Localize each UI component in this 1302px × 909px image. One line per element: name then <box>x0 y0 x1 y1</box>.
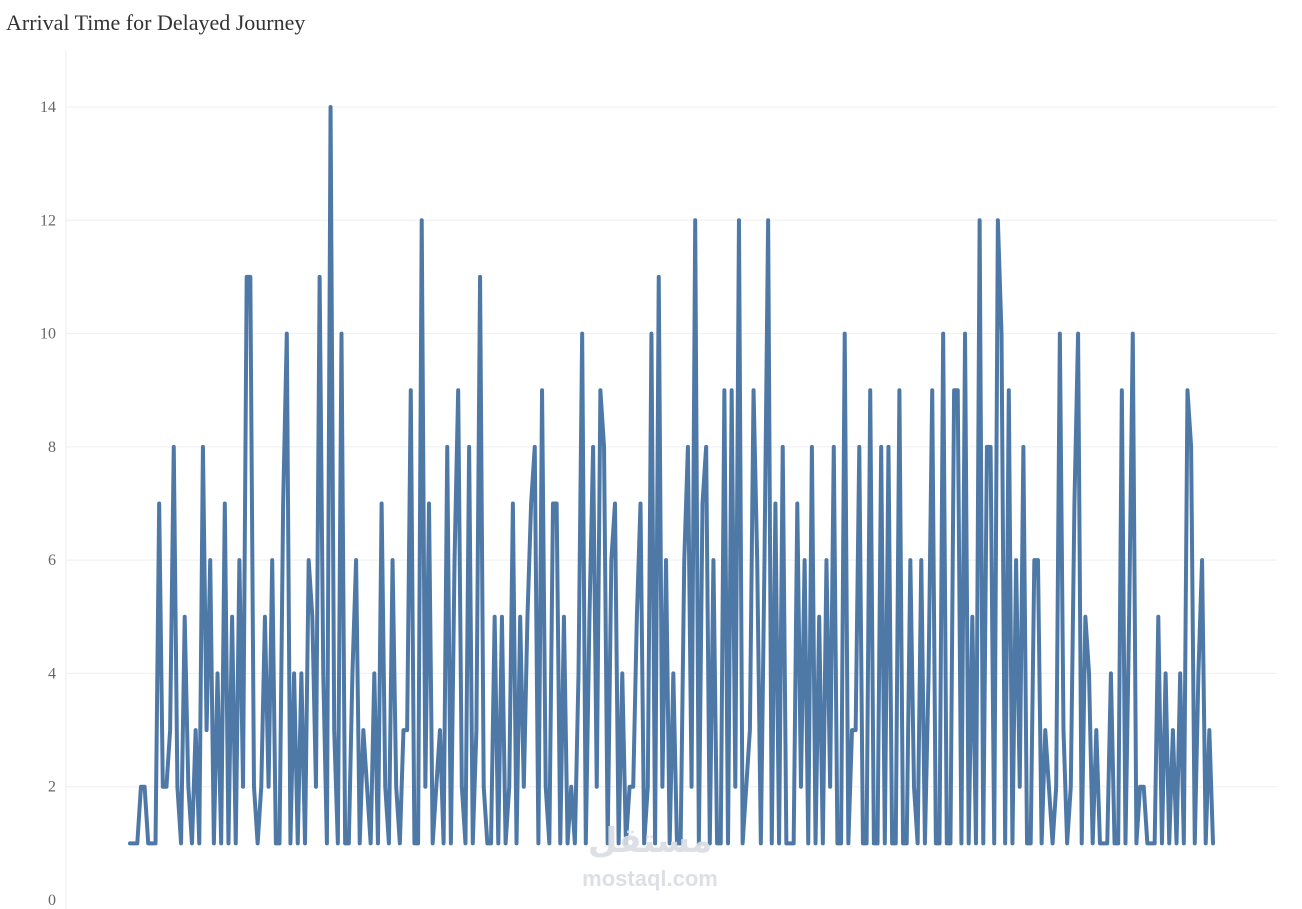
y-axis: 0 2 4 6 8 10 12 14 <box>40 99 56 909</box>
y-tick-label: 14 <box>40 99 56 116</box>
chart-title: Arrival Time for Delayed Journey <box>6 10 306 35</box>
y-tick-label: 8 <box>48 439 56 456</box>
y-tick-label: 12 <box>40 212 56 229</box>
watermark: مستقل mostaql.com <box>582 822 718 891</box>
watermark-latin: mostaql.com <box>582 866 718 891</box>
y-tick-label: 10 <box>40 326 56 343</box>
y-tick-label: 0 <box>48 892 56 909</box>
watermark-arabic: مستقل <box>588 822 712 860</box>
y-tick-label: 6 <box>48 552 56 569</box>
series-group <box>128 105 1215 846</box>
y-tick-label: 2 <box>48 779 56 796</box>
series-line-0 <box>128 105 1215 846</box>
y-tick-label: 4 <box>48 665 56 682</box>
